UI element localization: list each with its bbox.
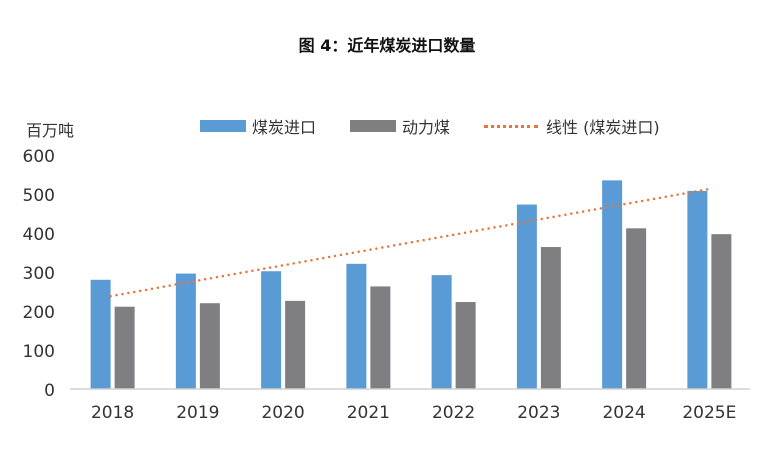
y-tick-label: 0 <box>44 381 55 401</box>
bar-coal-imports <box>90 279 111 389</box>
y-tick-label: 500 <box>23 186 55 206</box>
legend-swatch-blue <box>200 120 246 132</box>
bar-thermal-coal <box>199 303 220 389</box>
x-tick-label: 2020 <box>261 403 304 423</box>
chart-title: 图 4：近年煤炭进口数量 <box>298 36 476 55</box>
legend-item-coal-imports: 煤炭进口 <box>200 114 316 138</box>
legend-item-thermal-coal: 动力煤 <box>350 114 450 138</box>
x-tick-label: 2024 <box>602 403 645 423</box>
bar-coal-imports <box>687 190 708 389</box>
x-tick-label: 2025E <box>682 403 736 423</box>
bar-thermal-coal <box>711 234 732 389</box>
bar-thermal-coal <box>455 302 476 389</box>
x-tick-label: 2022 <box>432 403 475 423</box>
bar-thermal-coal <box>626 228 647 389</box>
y-tick-label: 300 <box>23 264 55 284</box>
bar-coal-imports <box>516 204 537 389</box>
bar-thermal-coal <box>370 286 391 389</box>
bar-coal-imports <box>175 273 196 389</box>
bar-coal-imports <box>261 271 282 389</box>
legend-label: 煤炭进口 <box>252 118 317 137</box>
bar-coal-imports <box>602 180 623 389</box>
legend-item-trendline: 线性 (煤炭进口) <box>484 114 660 138</box>
y-tick-label: 600 <box>23 147 55 167</box>
legend-label: 动力煤 <box>402 118 451 137</box>
x-tick-label: 2018 <box>91 403 134 423</box>
legend: 煤炭进口 动力煤 线性 (煤炭进口) <box>200 114 694 138</box>
bar-thermal-coal <box>540 247 561 389</box>
bar-thermal-coal <box>114 306 135 389</box>
y-tick-label: 400 <box>23 225 55 245</box>
x-tick-label: 2021 <box>347 403 390 423</box>
legend-swatch-gray <box>350 120 397 132</box>
trendline <box>109 188 709 298</box>
legend-label: 线性 (煤炭进口) <box>546 118 660 137</box>
y-axis-unit: 百万吨 <box>26 121 75 140</box>
x-tick-label: 2019 <box>176 403 219 423</box>
x-tick-label: 2023 <box>517 403 560 423</box>
legend-swatch-dotted <box>484 124 539 128</box>
y-tick-label: 100 <box>23 342 55 362</box>
y-tick-label: 200 <box>23 303 55 323</box>
bar-coal-imports <box>346 263 367 389</box>
bar-thermal-coal <box>285 300 306 389</box>
bar-coal-imports <box>431 275 452 389</box>
